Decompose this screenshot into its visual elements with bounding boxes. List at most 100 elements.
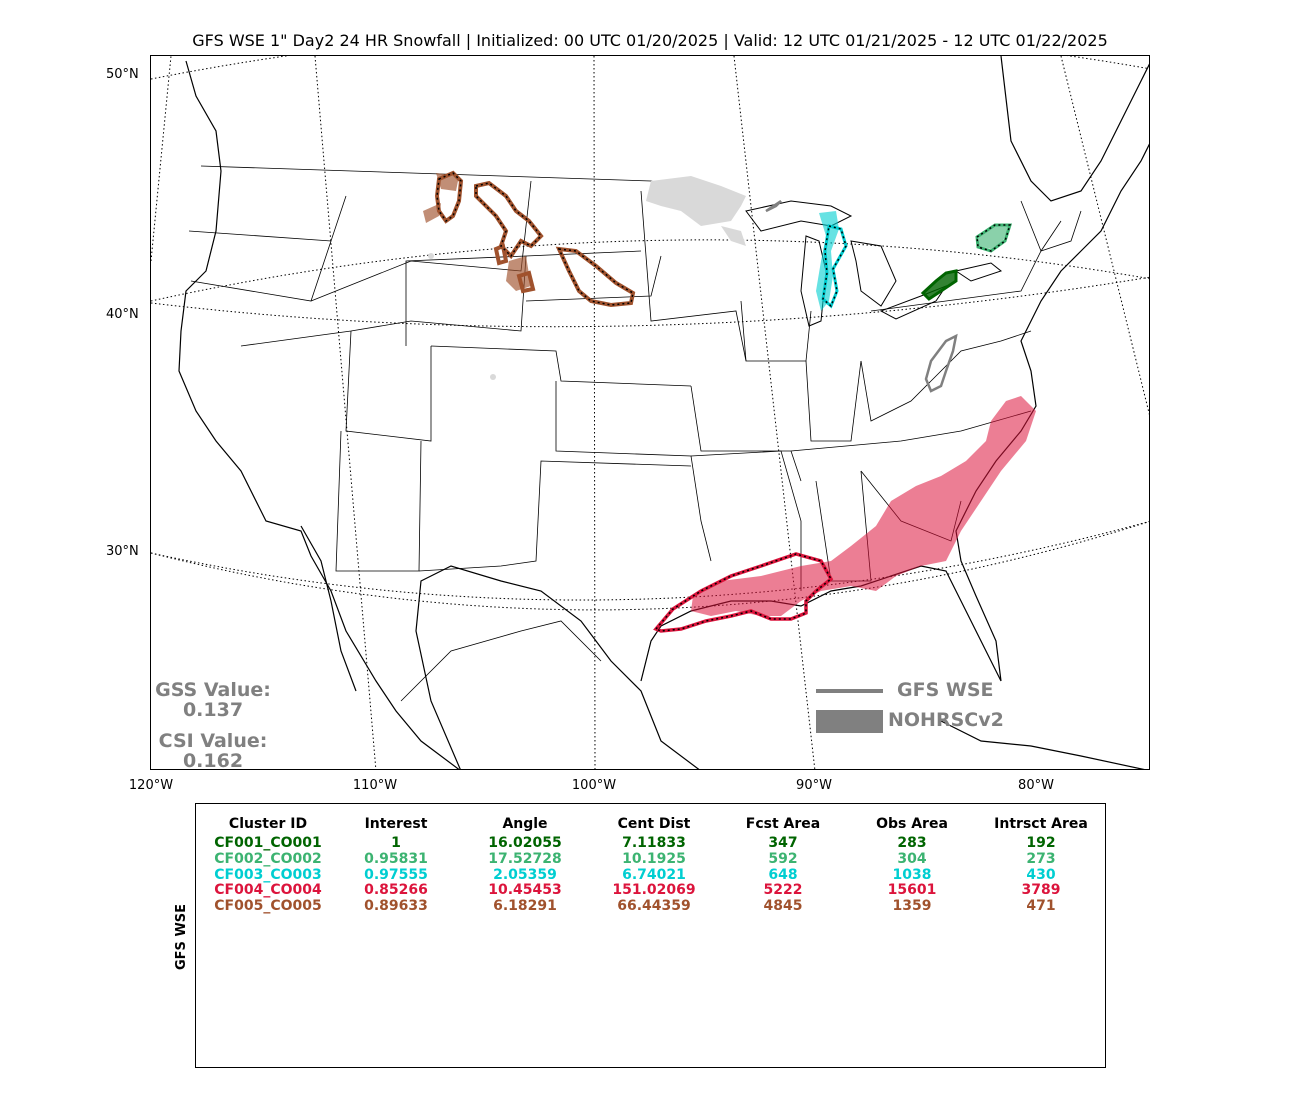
new-england-border [1020, 200, 1082, 252]
lat-label-50: 50°N [106, 67, 139, 82]
meridian-120w [151, 56, 172, 262]
lon-label-90: 90°W [796, 778, 832, 793]
table-cell-intrsct-area: 192 [1026, 835, 1056, 851]
lon-label-100: 100°W [571, 778, 617, 793]
table-cell-obs-area: 15601 [887, 882, 937, 899]
table-cell-interest: 1 [391, 835, 401, 851]
cf004-observed [691, 396, 1036, 616]
mo-ar-border [690, 385, 802, 482]
meridian-100w [593, 56, 596, 769]
meridian-90w [733, 56, 816, 769]
great-lakes [745, 200, 1003, 327]
table-cell-angle: 6.18291 [493, 898, 557, 915]
table-cell-cent-dist: 151.02069 [612, 882, 696, 899]
table-cell-cent-dist: 10.1925 [622, 850, 686, 867]
table-cell-cluster-id: CF004_CO004 [214, 882, 322, 899]
table-cell-angle: 10.45453 [488, 882, 562, 899]
legend-forecast-label: GFS WSE [897, 679, 994, 701]
map-panel [150, 55, 1150, 770]
header-intrsct-area: Intrsct Area [994, 816, 1088, 832]
cluster-cf001 [920, 269, 958, 301]
table-cell-cluster-id: CF005_CO005 [214, 898, 322, 915]
table-cell-angle: 2.05359 [493, 866, 557, 883]
unmatched-observed-areas [428, 176, 746, 380]
table-cell-fcst-area: 5222 [763, 882, 803, 899]
header-interest: Interest [364, 816, 428, 832]
table-cell-interest: 0.89633 [364, 898, 428, 915]
unmatched-forecast-outlines [765, 199, 958, 393]
state-boundaries [188, 165, 1082, 702]
ut-az-border [345, 330, 432, 442]
chart-title: GFS WSE 1" Day2 24 HR Snowfall | Initial… [192, 31, 1108, 50]
lake-michigan [800, 235, 827, 327]
va-border [930, 330, 1032, 382]
parallel-50n [151, 56, 1149, 80]
table-cell-interest: 0.85266 [364, 882, 428, 899]
lake-huron [850, 240, 897, 307]
obs-area-co [490, 374, 496, 380]
gss-value: 0.137 [182, 699, 244, 721]
cluster-cf002 [975, 223, 1013, 253]
csi-value: 0.162 [182, 750, 244, 772]
header-cent-dist: Cent Dist [617, 816, 691, 832]
il-wi-border [740, 300, 812, 362]
mexico-coast [415, 565, 700, 769]
cf001-forecast [920, 269, 958, 301]
lat-label-30: 30°N [106, 544, 139, 559]
table-cell-fcst-area: 648 [768, 866, 798, 883]
co-border [430, 345, 692, 387]
table-cell-fcst-area: 347 [768, 835, 798, 851]
cuba [940, 720, 1145, 769]
table-cell-cluster-id: CF003_CO003 [214, 866, 322, 883]
cf001-observed [923, 271, 956, 299]
sd-ne-border [525, 255, 662, 302]
map-canvas [151, 56, 1149, 769]
mexico-states [400, 620, 602, 702]
mn-ia-border [640, 190, 747, 362]
id-mt-border [310, 180, 532, 302]
header-cluster-id: Cluster ID [228, 816, 308, 832]
table-cell-interest: 0.97555 [364, 866, 428, 883]
legend-observed-swatch [816, 710, 883, 733]
cf003-observed [816, 211, 839, 311]
ok-border [555, 381, 712, 562]
lake-erie [879, 284, 948, 320]
table-cell-obs-area: 304 [897, 850, 927, 867]
table-cell-cent-dist: 6.74021 [622, 866, 686, 883]
cluster-cf004 [653, 396, 1036, 633]
table-cell-obs-area: 1359 [892, 898, 932, 915]
cf002-observed [979, 226, 1009, 249]
wa-or-border [188, 195, 347, 242]
lat-label-40: 40°N [106, 307, 139, 322]
lon-label-120: 120°W [128, 778, 174, 793]
table-cell-cent-dist: 7.11833 [622, 835, 686, 851]
oh-border [860, 360, 932, 422]
table-side-label: GFS WSE [174, 903, 189, 970]
table-cell-intrsct-area: 430 [1026, 866, 1056, 883]
header-obs-area: Obs Area [876, 816, 948, 832]
parallel-30n [151, 521, 1149, 611]
table-cell-interest: 0.95831 [364, 850, 428, 867]
cf002-forecast-dots [976, 224, 1012, 252]
table-cell-intrsct-area: 471 [1026, 898, 1056, 915]
cf005-forecast-dots [436, 172, 634, 306]
table-cell-fcst-area: 592 [768, 850, 798, 867]
lon-label-80: 80°W [1018, 778, 1054, 793]
fcst-outline-mi [765, 199, 782, 213]
csi-label: CSI Value: [158, 730, 268, 752]
lake-ontario [954, 262, 1003, 282]
stats-table [195, 803, 1106, 1068]
lake-superior [745, 200, 853, 232]
gss-label: GSS Value: [155, 679, 271, 701]
table-cell-fcst-area: 4845 [763, 898, 803, 915]
graticule [151, 56, 1149, 769]
table-cell-intrsct-area: 273 [1026, 850, 1056, 867]
wy-border [405, 250, 642, 346]
parallel-40n-curve [151, 276, 1149, 328]
west-coast [178, 60, 460, 769]
cf004-forecast-dots [654, 553, 832, 632]
parallel-30n-curve [151, 521, 1149, 601]
nv-ut-border [240, 255, 527, 347]
cluster-cf003 [816, 211, 848, 311]
cf005-forecast [434, 170, 636, 308]
